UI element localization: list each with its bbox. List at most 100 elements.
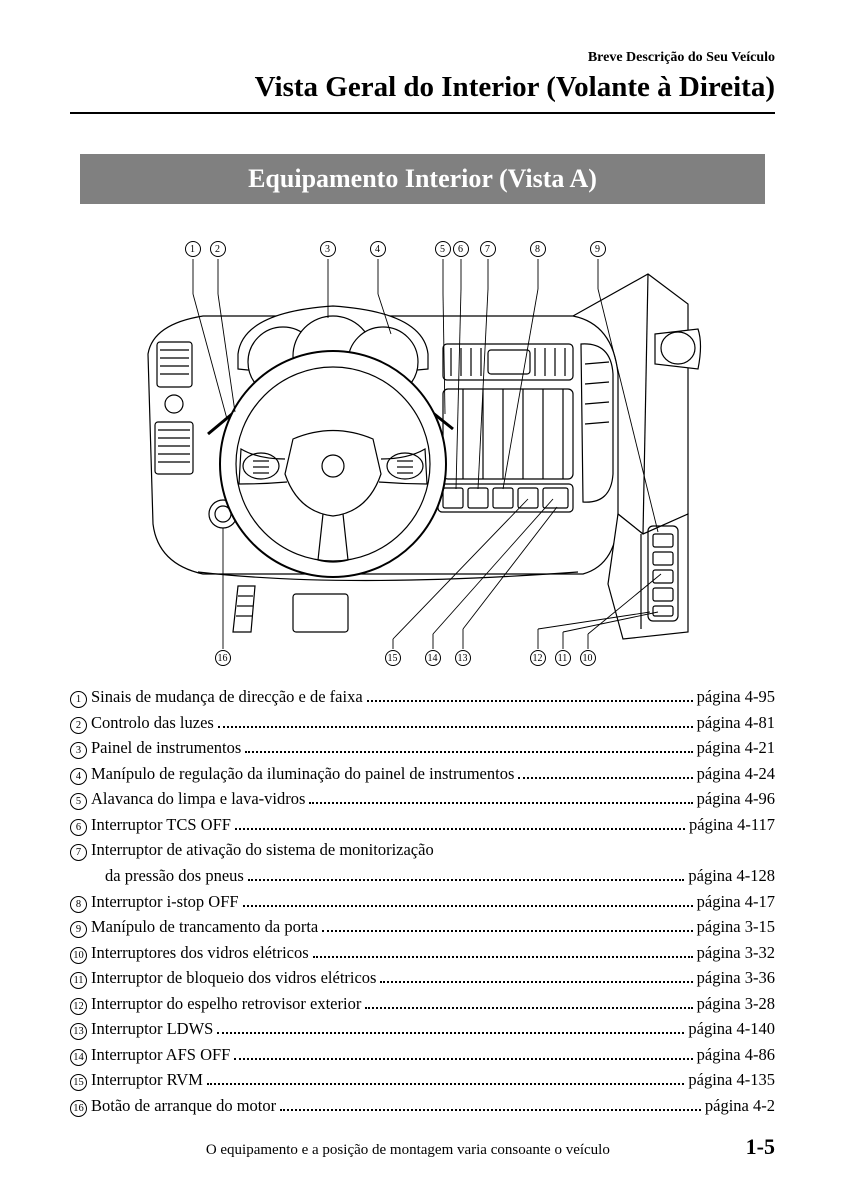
ref-text: Botão de arranque do motor [91,1093,276,1119]
callout-9: 9 [590,240,606,257]
ref-num: 8 [70,896,87,913]
ref-item-1: 1Sinais de mudança de direcção e de faix… [70,684,775,710]
ref-num: 3 [70,742,87,759]
ref-dots [280,1109,701,1111]
callout-1: 1 [185,240,201,257]
callout-15: 15 [385,649,401,666]
ref-item-5: 5Alavanca do limpa e lava-vidros página 4… [70,786,775,812]
callout-11: 11 [555,649,571,666]
ref-page: página 4-140 [688,1016,775,1042]
ref-dots [248,879,685,881]
ref-dots [234,1058,692,1060]
ref-num: 13 [70,1023,87,1040]
callout-13: 13 [455,649,471,666]
ref-dots [245,751,692,753]
ref-dots [309,802,692,804]
ref-num: 4 [70,768,87,785]
ref-item-14: 14Interruptor AFS OFFpágina 4-86 [70,1042,775,1068]
ref-page: página 4-17 [697,889,775,915]
ref-item-16: 16Botão de arranque do motorpágina 4-2 [70,1093,775,1119]
callout-6: 6 [453,240,469,257]
ref-page: página 3-36 [697,965,775,991]
ref-item-7-cont: da pressão dos pneus página 4-128 [70,863,775,889]
page-number: 1-5 [746,1134,775,1160]
callout-7: 7 [480,240,496,257]
ref-num: 16 [70,1100,87,1117]
ref-page: página 4-96 [697,786,775,812]
dashboard-svg [143,234,703,664]
ref-dots [217,1032,684,1034]
ref-text: Interruptor de ativação do sistema de mo… [91,837,434,863]
ref-page: página 4-21 [697,735,775,761]
callout-2: 2 [210,240,226,257]
ref-page: página 4-135 [688,1067,775,1093]
callout-12: 12 [530,649,546,666]
ref-num: 7 [70,844,87,861]
ref-text-cont: da pressão dos pneus [70,863,244,889]
ref-dots [207,1083,685,1085]
ref-dots [367,700,693,702]
callout-14: 14 [425,649,441,666]
ref-dots [518,777,692,779]
ref-page: página 4-95 [697,684,775,710]
ref-num: 2 [70,717,87,734]
ref-text: Interruptor LDWS [91,1016,213,1042]
reference-list: 1Sinais de mudança de direcção e de faix… [70,684,775,1119]
ref-num: 1 [70,691,87,708]
page-header: Breve Descrição do Seu Veículo Vista Ger… [70,50,775,114]
ref-item-12: 12Interruptor do espelho retrovisor exte… [70,991,775,1017]
ref-num: 5 [70,793,87,810]
ref-dots [235,828,685,830]
callout-16: 16 [215,649,231,666]
ref-text: Interruptores dos vidros elétricos [91,940,309,966]
ref-text: Interruptor RVM [91,1067,203,1093]
ref-dots [218,726,693,728]
ref-page: página 4-81 [697,710,775,736]
ref-item-2: 2Controlo das luzes página 4-81 [70,710,775,736]
ref-num: 15 [70,1074,87,1091]
dashboard-diagram: 123456789 16151413121110 [143,234,703,664]
ref-item-10: 10Interruptores dos vidros elétricospági… [70,940,775,966]
ref-item-6: 6Interruptor TCS OFF página 4-117 [70,812,775,838]
ref-page: página 4-24 [697,761,775,787]
ref-item-11: 11Interruptor de bloqueio dos vidros elé… [70,965,775,991]
ref-text: Painel de instrumentos [91,735,241,761]
ref-item-15: 15Interruptor RVM página 4-135 [70,1067,775,1093]
ref-dots [322,930,692,932]
ref-dots [365,1007,692,1009]
ref-item-13: 13Interruptor LDWS página 4-140 [70,1016,775,1042]
ref-page: página 4-117 [689,812,775,838]
ref-num: 9 [70,921,87,938]
ref-dots [243,905,693,907]
ref-dots [313,956,693,958]
ref-page: página 3-32 [697,940,775,966]
title-rule [70,112,775,114]
ref-text: Alavanca do limpa e lava-vidros [91,786,305,812]
section-banner: Equipamento Interior (Vista A) [80,154,765,204]
ref-page: página 3-15 [697,914,775,940]
ref-num: 6 [70,819,87,836]
page-footer: O equipamento e a posição de montagem va… [70,1134,775,1160]
callout-3: 3 [320,240,336,257]
callout-5: 5 [435,240,451,257]
ref-item-3: 3Painel de instrumentos página 4-21 [70,735,775,761]
ref-text: Sinais de mudança de direcção e de faixa [91,684,363,710]
ref-item-7: 7Interruptor de ativação do sistema de m… [70,837,775,863]
ref-text: Interruptor i-stop OFF [91,889,239,915]
ref-text: Manípulo de trancamento da porta [91,914,318,940]
ref-dots [380,981,692,983]
footer-note: O equipamento e a posição de montagem va… [70,1142,746,1159]
ref-num: 14 [70,1049,87,1066]
breadcrumb: Breve Descrição do Seu Veículo [70,50,775,66]
ref-item-8: 8Interruptor i-stop OFF página 4-17 [70,889,775,915]
ref-page: página 4-86 [697,1042,775,1068]
ref-text: Manípulo de regulação da iluminação do p… [91,761,514,787]
ref-num: 11 [70,972,87,989]
page-title: Vista Geral do Interior (Volante à Direi… [70,71,775,104]
ref-text: Interruptor TCS OFF [91,812,231,838]
callout-4: 4 [370,240,386,257]
ref-page: página 4-128 [688,863,775,889]
ref-text: Controlo das luzes [91,710,214,736]
ref-text: Interruptor de bloqueio dos vidros elétr… [91,965,376,991]
callout-8: 8 [530,240,546,257]
